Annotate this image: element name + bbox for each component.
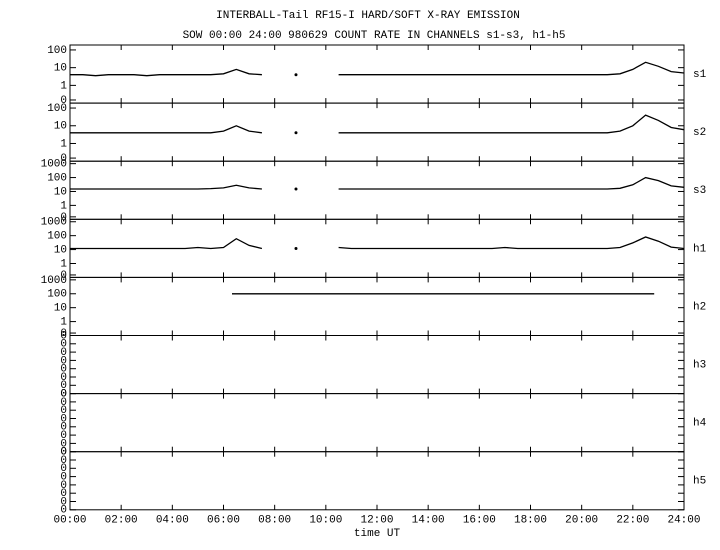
y-tick-label: 100 bbox=[47, 172, 67, 184]
x-tick-label: 10:00 bbox=[309, 515, 342, 527]
x-tick-label: 14:00 bbox=[412, 515, 445, 527]
data-line bbox=[338, 61, 685, 76]
y-tick-label: 1 bbox=[60, 316, 67, 328]
x-tick-label: 16:00 bbox=[463, 515, 496, 527]
y-tick-label: 0 bbox=[60, 430, 67, 442]
data-point bbox=[294, 131, 298, 135]
chart-title: INTERBALL-Tail RF15-I HARD/SOFT X-RAY EM… bbox=[216, 10, 520, 22]
y-tick-label: 1000 bbox=[41, 217, 67, 229]
y-tick-label: 0 bbox=[60, 153, 67, 165]
panel-label: s1 bbox=[693, 69, 707, 81]
y-tick-label: 0 bbox=[60, 447, 67, 459]
data-point bbox=[294, 73, 298, 77]
x-tick-label: 00:00 bbox=[53, 515, 86, 527]
x-tick-label: 12:00 bbox=[360, 515, 393, 527]
chart-subtitle: SOW 00:00 24:00 980629 COUNT RATE IN CHA… bbox=[183, 30, 566, 42]
y-tick-label: 0 bbox=[60, 455, 67, 467]
y-tick-label: 0 bbox=[60, 496, 67, 508]
y-tick-label: 0 bbox=[60, 422, 67, 434]
y-tick-label: 1000 bbox=[41, 275, 67, 287]
y-tick-label: 0 bbox=[60, 339, 67, 351]
panel-label: h3 bbox=[693, 359, 706, 371]
panel-label: s2 bbox=[693, 127, 706, 139]
data-line bbox=[70, 184, 262, 190]
y-tick-label: 0 bbox=[60, 397, 67, 409]
y-tick-label: 0 bbox=[60, 330, 67, 342]
y-tick-label: 1 bbox=[60, 200, 67, 212]
panel-label: h5 bbox=[693, 476, 706, 488]
y-tick-label: 10 bbox=[54, 186, 67, 198]
y-tick-label: 10 bbox=[54, 121, 67, 133]
y-tick-label: 1 bbox=[60, 80, 67, 92]
x-tick-label: 08:00 bbox=[258, 515, 291, 527]
data-line bbox=[70, 237, 263, 250]
x-tick-label: 20:00 bbox=[565, 515, 598, 527]
y-tick-label: 0 bbox=[60, 488, 67, 500]
data-line bbox=[338, 176, 685, 190]
y-tick-label: 0 bbox=[60, 405, 67, 417]
y-tick-label: 0 bbox=[60, 438, 67, 450]
y-tick-label: 1 bbox=[60, 258, 67, 270]
y-tick-label: 10 bbox=[54, 244, 67, 256]
x-tick-label: 02:00 bbox=[105, 515, 138, 527]
y-tick-label: 0 bbox=[60, 472, 67, 484]
y-tick-label: 0 bbox=[60, 389, 67, 401]
y-tick-label: 100 bbox=[47, 289, 67, 301]
y-tick-label: 10 bbox=[54, 63, 67, 75]
y-tick-label: 0 bbox=[60, 347, 67, 359]
data-point bbox=[294, 246, 298, 250]
x-tick-label: 18:00 bbox=[514, 515, 547, 527]
y-tick-label: 1000 bbox=[41, 159, 67, 171]
y-tick-label: 0 bbox=[60, 447, 67, 459]
data-line bbox=[70, 68, 262, 77]
y-tick-label: 0 bbox=[60, 413, 67, 425]
y-tick-label: 0 bbox=[60, 355, 67, 367]
y-tick-label: 0 bbox=[60, 380, 67, 392]
y-tick-label: 1 bbox=[60, 138, 67, 150]
y-tick-label: 0 bbox=[60, 212, 67, 224]
x-axis-label: time UT bbox=[354, 528, 401, 540]
x-tick-label: 04:00 bbox=[156, 515, 189, 527]
x-tick-label: 24:00 bbox=[667, 515, 700, 527]
panel-label: h2 bbox=[693, 301, 706, 313]
y-tick-label: 0 bbox=[60, 328, 67, 340]
y-tick-label: 0 bbox=[60, 505, 67, 517]
y-tick-label: 100 bbox=[47, 103, 67, 115]
y-tick-label: 100 bbox=[47, 231, 67, 243]
y-tick-label: 0 bbox=[60, 389, 67, 401]
panel-label: h4 bbox=[693, 418, 707, 430]
panel-label: h1 bbox=[693, 243, 707, 255]
data-line bbox=[338, 114, 685, 134]
y-tick-label: 100 bbox=[47, 45, 67, 57]
x-tick-label: 06:00 bbox=[207, 515, 240, 527]
data-line bbox=[70, 125, 262, 134]
y-tick-label: 0 bbox=[60, 480, 67, 492]
y-tick-label: 0 bbox=[60, 364, 67, 376]
data-line bbox=[338, 236, 685, 250]
panel-label: s3 bbox=[693, 185, 706, 197]
y-tick-label: 0 bbox=[60, 270, 67, 282]
y-tick-label: 0 bbox=[60, 95, 67, 107]
x-tick-label: 22:00 bbox=[616, 515, 649, 527]
data-point bbox=[294, 187, 298, 191]
y-tick-label: 10 bbox=[54, 303, 67, 315]
y-tick-label: 0 bbox=[60, 463, 67, 475]
y-tick-label: 0 bbox=[60, 372, 67, 384]
